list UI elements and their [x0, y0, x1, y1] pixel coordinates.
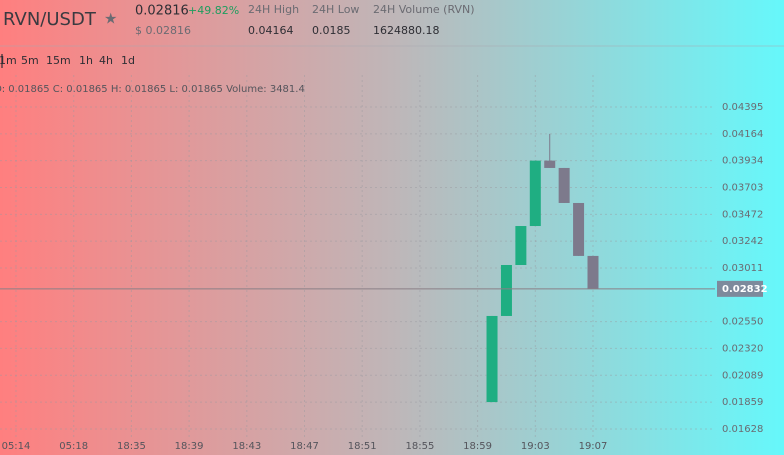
price: 0.02816 [135, 4, 189, 19]
timeframe-button[interactable]: 5m [21, 54, 39, 67]
last-price-label: 0.02832 [722, 284, 768, 295]
candle-body [573, 202, 585, 256]
timeframe-button[interactable]: 1d [121, 54, 135, 67]
pair: RVN/USDT [3, 9, 97, 30]
y-tick-label: 0.03934 [722, 156, 763, 167]
timeframe-button[interactable]: 1m [0, 54, 17, 67]
favorite-star[interactable]: ★ [104, 10, 117, 28]
y-tick-label: 0.02089 [722, 370, 763, 381]
candle-body [544, 160, 556, 168]
y-tick-label: 0.03472 [722, 209, 763, 220]
stat-value: 0.04164 [248, 24, 294, 37]
ohlc-legend: O: 0.01865 C: 0.01865 H: 0.01865 L: 0.01… [0, 84, 305, 95]
x-tick-label: 18:55 [405, 441, 434, 452]
y-tick-label: 0.04395 [722, 102, 763, 113]
y-tick-label: 0.03703 [722, 183, 763, 194]
price-usd: $ 0.02816 [135, 24, 191, 37]
stat-value: 1624880.18 [373, 24, 439, 37]
stat-label: 24H Volume (RVN) [373, 3, 475, 16]
candle-body [558, 167, 570, 203]
x-tick-label: 05:18 [59, 441, 88, 452]
x-tick-label: 18:35 [117, 441, 146, 452]
stat-value: 0.0185 [312, 24, 351, 37]
x-tick-label: 05:14 [2, 441, 31, 452]
stat-label: 24H Low [312, 3, 359, 16]
candle-body [587, 255, 599, 289]
x-tick-label: 18:51 [348, 441, 377, 452]
x-tick-label: 18:43 [232, 441, 261, 452]
candle-body [486, 315, 498, 403]
timeframe-button[interactable]: 1h [79, 54, 93, 67]
x-tick-label: 18:59 [463, 441, 492, 452]
x-tick-label: 18:39 [175, 441, 204, 452]
x-tick-label: 18:47 [290, 441, 319, 452]
candle-body [529, 160, 541, 227]
y-tick-label: 0.04164 [722, 129, 763, 140]
x-tick-label: 19:03 [521, 441, 550, 452]
last-price-box [717, 280, 763, 297]
y-tick-label: 0.03011 [722, 263, 763, 274]
y-tick-label: 0.01628 [722, 424, 763, 435]
y-tick-label: 0.01859 [722, 397, 763, 408]
stat-label: 24H High [248, 3, 299, 16]
y-tick-label: 0.03242 [722, 236, 763, 247]
timeframe-button[interactable]: 4h [99, 54, 113, 67]
y-tick-label: 0.02320 [722, 343, 763, 354]
y-tick-label: 0.02550 [722, 317, 763, 328]
x-tick-label: 19:07 [579, 441, 608, 452]
timeframe-button[interactable]: 15m [46, 54, 71, 67]
candle-body [515, 226, 527, 265]
change: +49.82% [188, 4, 239, 17]
candle-body [500, 264, 512, 316]
